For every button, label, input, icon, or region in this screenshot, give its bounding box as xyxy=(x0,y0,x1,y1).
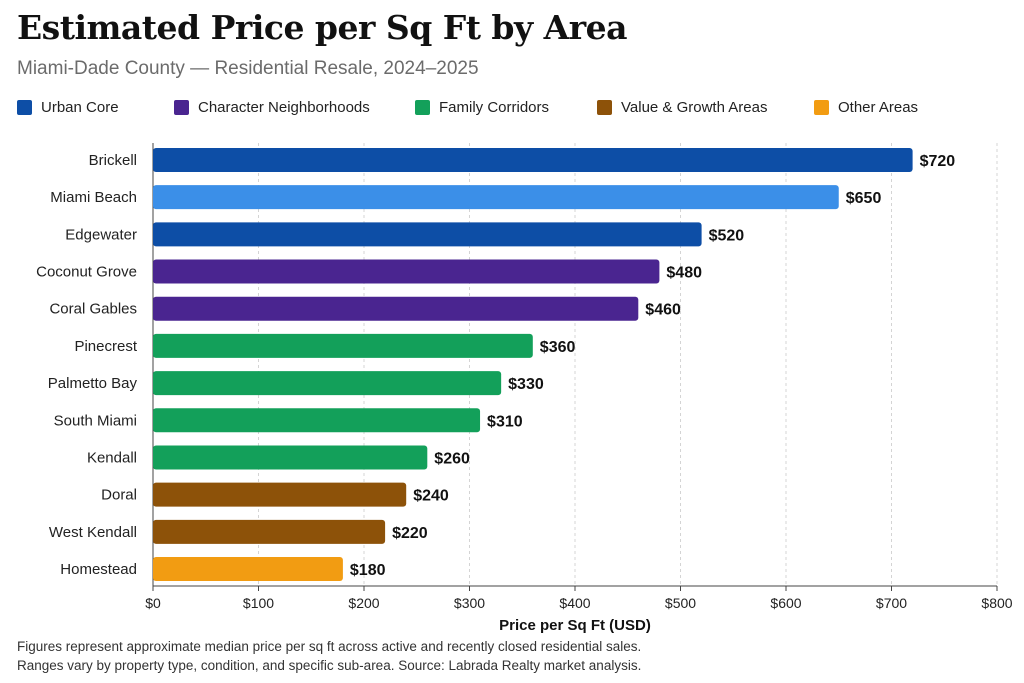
x-tick-label: $400 xyxy=(559,595,590,611)
value-label: $480 xyxy=(666,265,702,282)
x-axis-title: Price per Sq Ft (USD) xyxy=(499,617,651,634)
bar xyxy=(153,445,428,470)
legend-label: Value & Growth Areas xyxy=(621,99,768,116)
value-label: $240 xyxy=(413,488,449,505)
value-label: $330 xyxy=(508,376,544,393)
footnote-line-2: Ranges vary by property type, condition,… xyxy=(17,658,642,673)
category-label: Doral xyxy=(101,487,137,504)
value-label: $220 xyxy=(392,525,428,542)
category-label: Coral Gables xyxy=(49,301,137,318)
bar xyxy=(153,259,660,284)
category-label: Brickell xyxy=(89,152,137,169)
value-label: $310 xyxy=(487,413,523,430)
chart-subtitle: Miami-Dade County — Residential Resale, … xyxy=(17,58,479,79)
x-tick-label: $300 xyxy=(454,595,485,611)
legend-swatch xyxy=(814,100,829,115)
legend-swatch xyxy=(17,100,32,115)
x-tick-label: $800 xyxy=(981,595,1012,611)
x-tick-label: $500 xyxy=(665,595,696,611)
category-label: West Kendall xyxy=(49,524,137,541)
bar xyxy=(153,482,407,507)
bar xyxy=(153,296,639,321)
value-label: $460 xyxy=(645,302,681,319)
category-label: Edgewater xyxy=(65,226,137,243)
x-tick-label: $100 xyxy=(243,595,274,611)
legend-item: Value & Growth Areas xyxy=(597,99,767,116)
bar-chart: $0 $100 $200 $300 $400 $500 $600 $700 $800 Price … xyxy=(36,143,1013,634)
x-tick-label: $700 xyxy=(876,595,907,611)
category-label: South Miami xyxy=(54,412,137,429)
bar xyxy=(153,222,702,247)
legend-label: Urban Core xyxy=(41,99,119,116)
legend-label: Other Areas xyxy=(838,99,919,116)
bar xyxy=(153,557,343,581)
legend-swatch xyxy=(597,100,612,115)
legend: Urban Core Character Neighborhoods Family … xyxy=(17,99,1017,119)
category-label: Palmetto Bay xyxy=(48,375,138,392)
legend-item: Family Corridors xyxy=(415,99,549,116)
bar xyxy=(153,519,386,544)
category-label: Miami Beach xyxy=(50,189,137,206)
bar xyxy=(153,148,913,172)
legend-swatch xyxy=(415,100,430,115)
value-label: $650 xyxy=(846,190,882,207)
bar xyxy=(153,408,481,433)
chart-title: Estimated Price per Sq Ft by Area xyxy=(17,8,628,47)
footnote-line-1: Figures represent approximate median pri… xyxy=(17,639,642,654)
value-label: $180 xyxy=(350,562,386,579)
category-label: Homestead xyxy=(60,561,137,578)
value-label: $520 xyxy=(709,227,745,244)
legend-item: Character Neighborhoods xyxy=(174,99,370,116)
value-label: $720 xyxy=(920,153,956,170)
bar xyxy=(153,185,839,210)
x-tick-label: $600 xyxy=(770,595,801,611)
category-label: Coconut Grove xyxy=(36,264,137,281)
legend-label: Character Neighborhoods xyxy=(198,99,370,116)
value-label: $360 xyxy=(540,339,576,356)
legend-label: Family Corridors xyxy=(439,99,550,116)
bar xyxy=(153,371,502,396)
x-tick-label: $200 xyxy=(348,595,379,611)
value-label: $260 xyxy=(434,450,470,467)
x-tick-label: $0 xyxy=(145,595,161,611)
legend-item: Other Areas xyxy=(814,99,918,116)
bar xyxy=(153,333,533,358)
footnote: Figures represent approximate median pri… xyxy=(17,637,641,675)
category-label: Kendall xyxy=(87,449,137,466)
legend-item: Urban Core xyxy=(17,99,119,116)
legend-swatch xyxy=(174,100,189,115)
category-label: Pinecrest xyxy=(74,338,137,355)
